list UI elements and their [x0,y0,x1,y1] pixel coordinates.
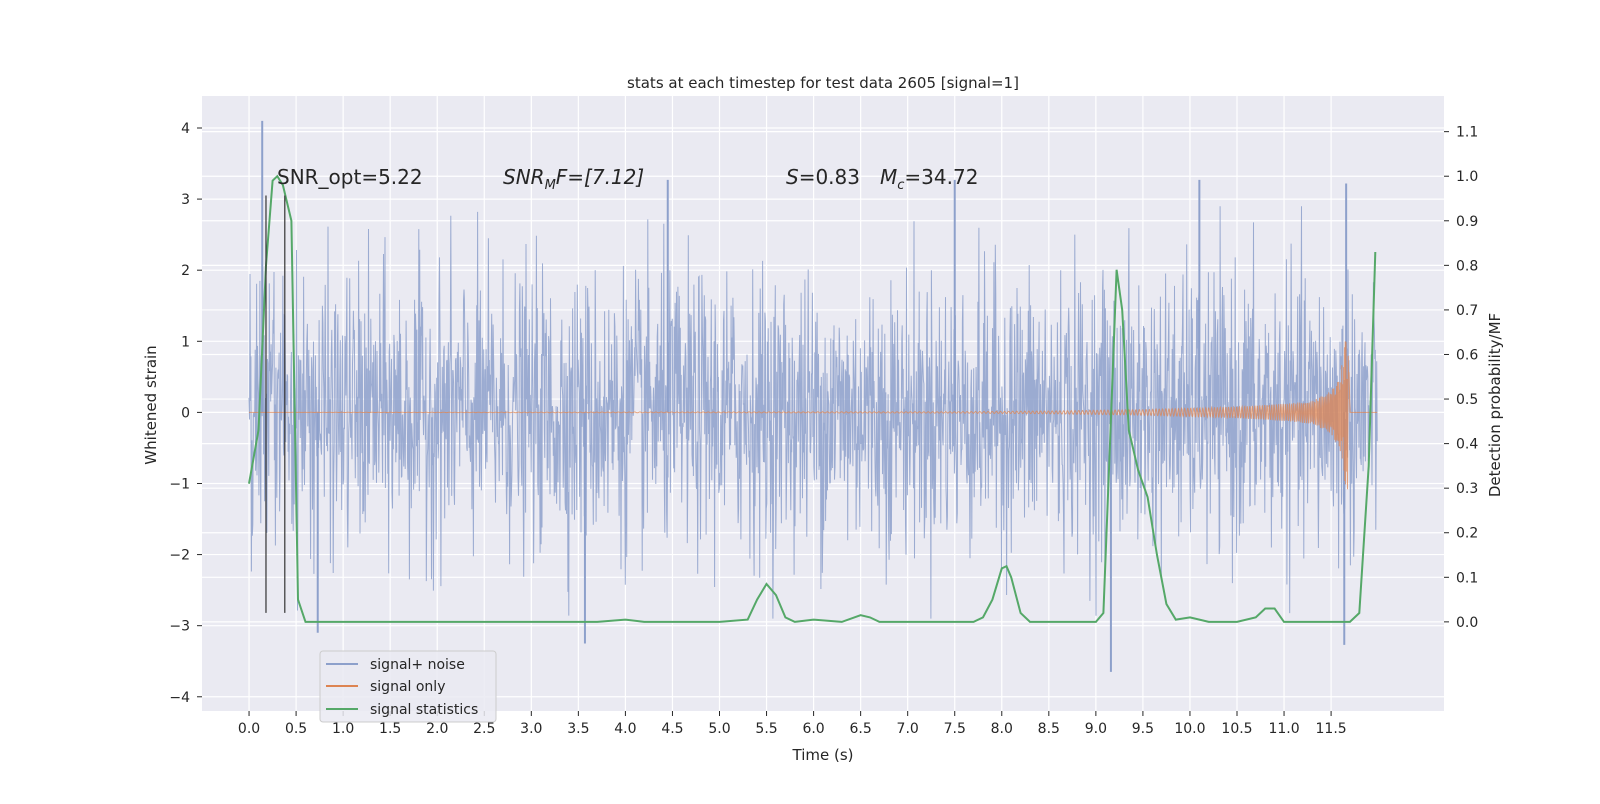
y-right-axis-ticks: 0.0 0.1 0.2 0.3 0.4 0.5 0.6 0.7 0.8 0.9 1.0 1.1 [1444,125,1478,631]
annotation-snr-mf: SNRMF=[7.12] [503,165,644,193]
x-tick-label: 5.0 [708,721,730,737]
x-tick-label: 11.0 [1268,721,1299,737]
annotation-s-value: =0.83 [799,165,860,189]
y-right-tick-label: 0.3 [1456,481,1478,497]
x-tick-label: 9.5 [1132,721,1154,737]
x-tick-label: 7.0 [897,721,919,737]
x-tick-label: 2.0 [426,721,448,737]
signal-statistics-line [248,174,1377,623]
marker-lines [265,195,286,613]
x-tick-label: 10.0 [1174,721,1205,737]
x-tick-label: 7.5 [944,721,966,737]
y-right-tick-label: 0.8 [1456,258,1478,274]
x-tick-label: 1.5 [379,721,401,737]
legend-label-signal-only: signal only [370,679,445,695]
signal-only-line [249,341,1378,490]
signal-only-series [249,341,1378,490]
x-tick-label: 6.5 [850,721,872,737]
annotation-mc-sub: c [897,178,904,193]
signal-noise-line [248,206,1378,619]
y-axis-label: Whitened strain [142,345,160,464]
annotation-snr-mf-main: SNR [503,165,545,189]
x-tick-label: 8.0 [991,721,1013,737]
y-right-tick-label: 1.1 [1456,125,1478,141]
y-right-tick-label: 0.0 [1456,615,1478,631]
x-tick-label: 0.0 [238,721,260,737]
y-right-tick-label: 0.2 [1456,526,1478,542]
y-tick-label: −3 [169,619,190,635]
y-right-tick-label: 0.9 [1456,214,1478,230]
x-tick-label: 0.5 [285,721,307,737]
x-tick-label: 4.5 [661,721,683,737]
x-tick-label: 4.0 [614,721,636,737]
y-right-axis-label: Detection probability/MF [1486,313,1504,497]
y-tick-label: −2 [169,548,190,564]
x-tick-label: 1.0 [332,721,354,737]
x-tick-label: 11.5 [1316,721,1347,737]
legend-label-signal-noise: signal+ noise [370,657,465,673]
x-tick-label: 2.5 [473,721,495,737]
y-right-tick-label: 1.0 [1456,169,1478,185]
annotation-s-label: S [786,165,799,189]
chart-title: stats at each timestep for test data 260… [627,74,1019,92]
legend: signal+ noise signal only signal statist… [319,650,497,723]
y-right-tick-label: 0.5 [1456,392,1478,408]
x-axis-label: Time (s) [792,746,854,764]
y-tick-label: −1 [169,476,190,492]
x-tick-label: 6.0 [802,721,824,737]
y-right-tick-label: 0.4 [1456,437,1478,453]
y-tick-label: 1 [181,334,190,350]
x-axis-ticks: 0.0 0.5 1.0 1.5 2.0 2.5 3.0 3.5 4.0 4.5 5.0 5.5 6.0 6… [238,711,1347,737]
annotation-mc-value: =34.72 [904,165,978,189]
y-right-tick-label: 0.1 [1456,570,1478,586]
annotation-snr-opt: SNR_opt=5.22 [277,165,423,189]
x-tick-label: 10.5 [1221,721,1252,737]
legend-box [319,650,497,723]
x-tick-label: 5.5 [755,721,777,737]
y-tick-label: 3 [181,192,190,208]
y-axis-ticks: −4 −3 −2 −1 0 1 2 3 4 [169,121,202,706]
annotation-snr-mf-rest: F=[7.12] [556,165,644,189]
x-tick-label: 3.0 [520,721,542,737]
x-tick-label: 9.0 [1085,721,1107,737]
signal-statistics-series [248,174,1377,623]
x-tick-label: 3.5 [567,721,589,737]
y-tick-label: 4 [181,121,190,137]
annotation-s: S=0.83 [786,165,860,189]
annotation-mc: Mc=34.72 [880,165,978,193]
y-tick-label: 2 [181,263,190,279]
x-tick-label: 8.5 [1038,721,1060,737]
y-tick-label: −4 [169,690,190,706]
legend-label-signal-statistics: signal statistics [370,702,478,718]
annotation-snr-mf-sub: M [545,178,556,193]
y-right-tick-label: 0.7 [1456,303,1478,319]
y-right-tick-label: 0.6 [1456,347,1478,363]
y-tick-label: 0 [181,405,190,421]
annotation-mc-label: M [880,165,897,189]
